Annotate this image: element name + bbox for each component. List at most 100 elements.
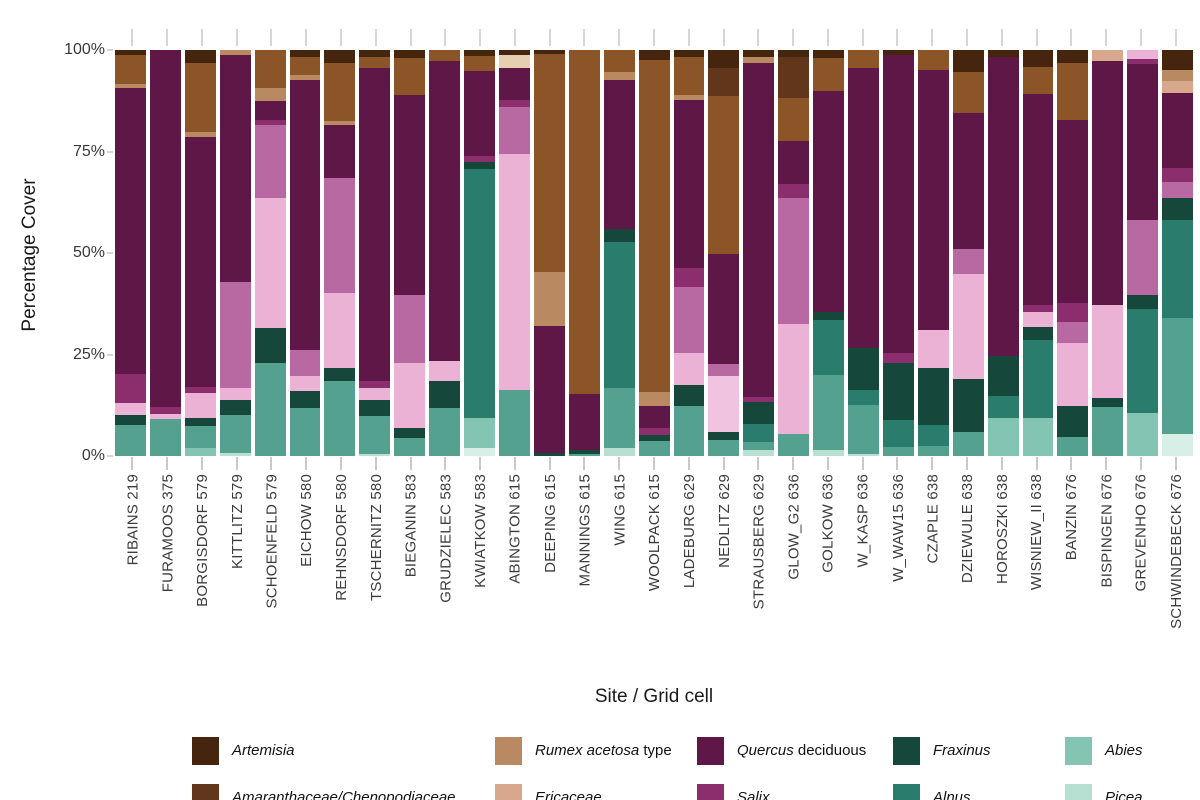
x-tick-label: SCHWINDEBECK 676 xyxy=(1167,474,1185,629)
bar-segment-quercus xyxy=(673,99,705,269)
bar-segment-darkteal xyxy=(115,414,146,426)
bar-segment-lightteal xyxy=(1127,412,1159,456)
bar-segment-quercus xyxy=(1057,119,1089,304)
x-axis-top-tick xyxy=(305,29,308,46)
bar-segment-brown xyxy=(1057,63,1089,120)
bar-segment-darkteal xyxy=(882,363,914,421)
bar-segment-brown xyxy=(429,50,461,62)
x-tick-label: SCHOENFELD 579 xyxy=(263,474,281,609)
bar-segment-lightpink xyxy=(708,376,740,433)
x-axis-bottom-tick xyxy=(1000,457,1003,470)
x-axis-top-tick xyxy=(687,29,690,46)
bar-segment-mauve xyxy=(324,177,356,293)
bar-segment-medteal xyxy=(743,441,775,450)
x-axis-top-tick xyxy=(131,29,134,46)
bar-segment-darkteal xyxy=(1162,198,1194,220)
bar-segment-darkmauve xyxy=(498,99,530,107)
x-axis-top-tick xyxy=(548,29,551,46)
bar-segment-mauve xyxy=(1057,321,1089,344)
x-axis-top-tick xyxy=(374,29,377,46)
bar-segment-tan xyxy=(638,391,670,406)
bar-segment-pink xyxy=(115,402,146,415)
x-axis-top-tick xyxy=(340,29,343,46)
bar-segment-tan xyxy=(743,57,775,64)
bar-segment-vlightteal xyxy=(359,453,391,456)
bar-segment-quercus xyxy=(568,394,600,450)
bar-segment-darkmauve xyxy=(1022,305,1054,312)
bar-segment-teal xyxy=(917,425,949,446)
bar-segment-darkmauve xyxy=(359,381,391,388)
bar-segment-medteal xyxy=(1057,436,1089,456)
legend-swatch-icon xyxy=(192,784,219,800)
legend-label: Salix xyxy=(737,789,770,800)
legend-swatch-icon xyxy=(1065,737,1092,765)
x-axis-top-tick xyxy=(965,29,968,46)
x-axis-top-tick xyxy=(1000,29,1003,46)
bar-segment-quercus xyxy=(289,79,321,350)
x-tick-label: DZIEWULE 638 xyxy=(958,474,976,584)
bar-segment-mauve xyxy=(254,124,286,199)
bar-segment-teal xyxy=(987,396,1019,418)
bar-segment-quercus xyxy=(708,253,740,365)
x-tick-label: W_KASP 636 xyxy=(854,474,872,568)
bar-segment-darkmauve xyxy=(464,156,495,162)
x-tick-label: TSCHERNITZ 580 xyxy=(367,474,385,601)
bar-segment-darkteal xyxy=(673,384,705,407)
bar-segment-darkbrown xyxy=(638,50,670,61)
bar-segment-quercus xyxy=(115,88,146,375)
bar-segment-pink xyxy=(359,387,391,400)
x-tick-label: BORGISDORF 579 xyxy=(193,474,211,607)
x-tick-label: MANNINGS 615 xyxy=(576,474,594,587)
bar-segment-mauve xyxy=(1162,181,1194,199)
bar-segment-darkbrown xyxy=(184,50,216,64)
x-tick-label: DEEPING 615 xyxy=(541,474,559,573)
bar-segment-medteal xyxy=(813,374,845,450)
bar-segment-darkteal xyxy=(952,378,984,432)
x-axis-bottom-tick xyxy=(374,457,377,470)
bar-segment-mauve xyxy=(394,294,426,364)
bar-segment-quercus xyxy=(1092,61,1124,305)
x-axis-bottom-tick xyxy=(653,457,655,470)
bar-bispingen-676 xyxy=(1092,50,1124,456)
bar-segment-pink xyxy=(673,353,705,385)
bar-segment-darkmauve xyxy=(115,374,146,403)
x-tick-label: REHNSDORF 580 xyxy=(333,474,351,601)
bar-segment-pink xyxy=(429,361,461,382)
bar-segment-pink xyxy=(149,413,181,420)
bar-segment-pink xyxy=(289,376,321,392)
bar-segment-darkmauve xyxy=(149,407,181,414)
bar-segment-darkteal xyxy=(813,311,845,321)
bar-segment-darkteal xyxy=(394,428,426,439)
x-tick-label: EICHOW 580 xyxy=(298,474,316,567)
bar-segment-mauve xyxy=(778,197,810,325)
x-axis-bottom-tick xyxy=(861,457,864,470)
bar-ribains-219 xyxy=(115,50,146,456)
bar-segment-tan xyxy=(1162,69,1194,82)
bar-segment-darkmauve xyxy=(638,427,670,435)
x-axis-bottom-tick xyxy=(757,457,760,470)
bar-segment-darkmauve xyxy=(1057,303,1089,322)
y-tick-label: 100% xyxy=(64,41,105,58)
x-tick-label: ABINGTON 615 xyxy=(506,474,524,584)
bar-w-waw15-636 xyxy=(882,50,914,456)
bar-segment-quercus xyxy=(848,67,879,349)
x-tick-label: GREVENHO 676 xyxy=(1132,474,1150,592)
legend-label: Abies xyxy=(1105,742,1143,759)
bar-segment-brown xyxy=(184,63,216,132)
bar-segment-paleteal xyxy=(1162,434,1194,456)
bar-segment-teal xyxy=(848,389,879,405)
bar-segment-darkbrown xyxy=(1022,50,1054,67)
bar-mannings-615 xyxy=(568,50,600,456)
bar-segment-brown xyxy=(603,50,635,72)
bar-segment-mauve xyxy=(289,349,321,377)
bar-segment-tan xyxy=(673,95,705,100)
x-tick-label: CZAPLE 638 xyxy=(924,474,942,564)
bar-segment-darkbrown xyxy=(394,50,426,59)
bar-segment-darkteal xyxy=(708,432,740,440)
bar-segment-darkteal xyxy=(254,328,286,364)
bar-segment-tan xyxy=(324,121,356,126)
y-axis-tick xyxy=(107,353,113,356)
bar-segment-darkbrown xyxy=(882,50,914,56)
bar-segment-pink xyxy=(1057,343,1089,407)
bar-segment-pink xyxy=(778,324,810,435)
